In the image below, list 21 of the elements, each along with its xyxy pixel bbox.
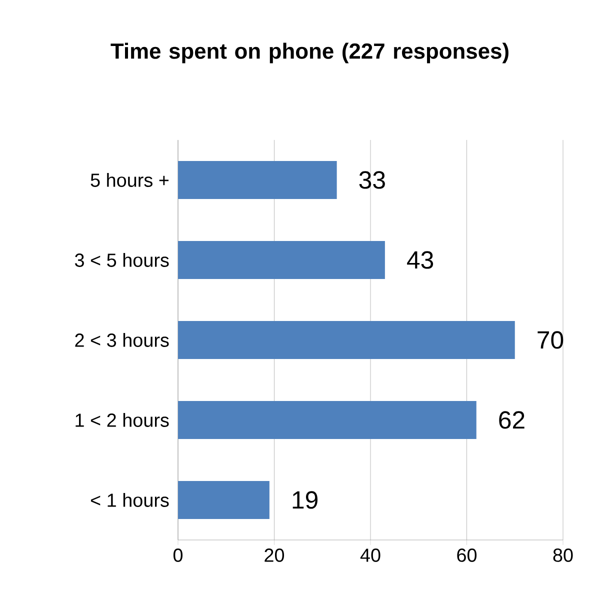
data-label: 70 [538, 331, 564, 349]
x-tick-label: 60 [457, 548, 477, 562]
data-label: 43 [407, 251, 434, 269]
bar [178, 240, 385, 279]
x-tick-label: 0 [173, 548, 183, 562]
bar [178, 320, 515, 359]
bar [178, 400, 476, 439]
x-tick-label: 80 [553, 548, 573, 562]
y-tick-label: 1 < 2 hours [76, 413, 169, 427]
data-label: 33 [359, 171, 385, 189]
data-label: 62 [499, 411, 524, 429]
x-tick-label: 40 [360, 548, 380, 562]
x-tick-label: 20 [264, 548, 284, 562]
data-label: 19 [292, 491, 318, 509]
y-tick-label: 5 hours + [90, 173, 169, 187]
y-tick-label: 3 < 5 hours [74, 253, 169, 267]
y-tick-label: 2 < 3 hours [75, 333, 169, 347]
bar [178, 160, 337, 199]
y-tick-label: < 1 hours [90, 493, 169, 507]
bar [178, 480, 270, 519]
chart-title: Time spent on phone (227 responses) [110, 42, 508, 64]
